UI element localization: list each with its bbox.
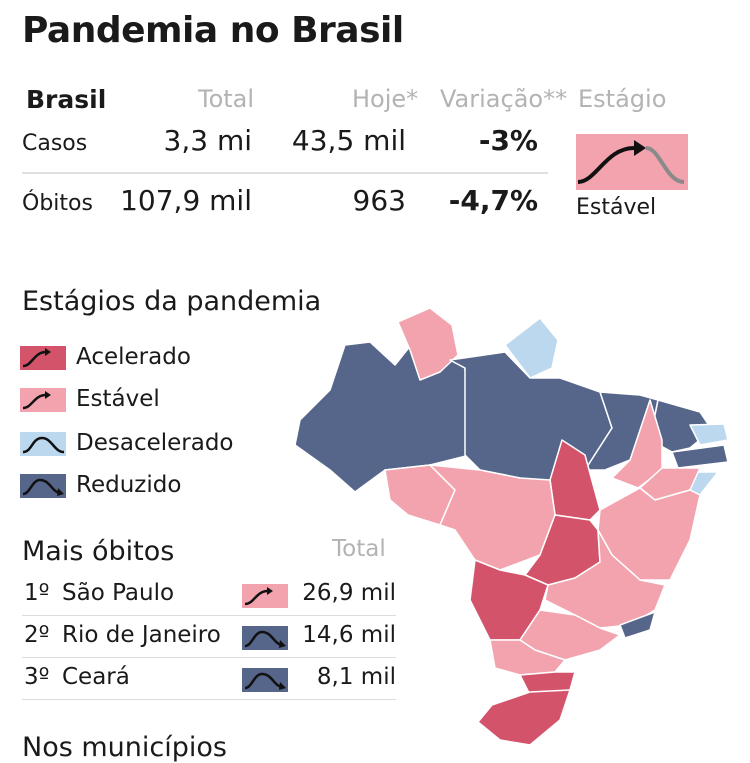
cases-today: 43,5 mil: [291, 124, 406, 157]
ranking-divider: [22, 699, 396, 700]
state-piaui: [611, 399, 663, 489]
summary-divider: [22, 172, 548, 174]
legend-label: Desacelerado: [76, 430, 234, 456]
ranking-state-name: Ceará: [62, 664, 130, 690]
deaths-ranking-total-header: Total: [332, 536, 386, 562]
reduced-icon: [242, 668, 288, 692]
ranking-row: 1º São Paulo 26,9 mil: [22, 574, 396, 616]
deaths-today: 963: [352, 184, 406, 217]
ranking-total: 26,9 mil: [302, 580, 396, 606]
legend-label: Acelerado: [76, 344, 191, 370]
ranking-state-name: Rio de Janeiro: [62, 622, 221, 648]
ranking-position: 3º: [24, 664, 50, 690]
legend-label: Estável: [76, 386, 160, 412]
row-deaths-label: Óbitos: [22, 191, 93, 216]
reduced-icon: [20, 474, 66, 498]
column-stage: Estágio: [578, 85, 667, 113]
column-variation: Variação**: [440, 85, 568, 113]
state-rio-grande-do-sul: [477, 689, 571, 746]
state-rn: [689, 423, 729, 446]
ranking-divider: [22, 615, 396, 616]
deaths-ranking-title: Mais óbitos: [22, 536, 175, 567]
accelerating-icon: [20, 346, 66, 370]
municipalities-title: Nos municípios: [22, 732, 227, 763]
column-total: Total: [198, 85, 255, 113]
stages-title: Estágios da pandemia: [22, 286, 322, 317]
state-paraiba: [671, 444, 729, 469]
cases-total: 3,3 mi: [163, 124, 252, 157]
ranking-total: 8,1 mil: [316, 664, 396, 690]
stable-icon: [242, 584, 288, 608]
cases-variation: -3%: [478, 124, 538, 157]
ranking-position: 2º: [24, 622, 50, 648]
column-today: Hoje*: [352, 85, 419, 113]
ranking-row: 2º Rio de Janeiro 14,6 mil: [22, 616, 396, 658]
ranking-total: 14,6 mil: [302, 622, 396, 648]
ranking-position: 1º: [24, 580, 50, 606]
state-amapa: [504, 317, 559, 379]
stage-label: Estável: [576, 195, 657, 220]
decelerating-icon: [20, 432, 66, 456]
region-label: Brasil: [26, 85, 107, 114]
stage-indicator-icon: [576, 134, 688, 190]
stable-icon: [20, 388, 66, 412]
legend-label: Reduzido: [76, 472, 182, 498]
row-cases-label: Casos: [22, 131, 88, 156]
state-roraima: [397, 307, 459, 381]
ranking-state-name: São Paulo: [62, 580, 175, 606]
brazil-map: [294, 307, 729, 746]
state-parana: [489, 639, 566, 676]
ranking-divider: [22, 657, 396, 658]
deaths-total: 107,9 mil: [120, 184, 252, 217]
reduced-icon: [242, 626, 288, 650]
page-title: Pandemia no Brasil: [22, 10, 404, 51]
state-mato-grosso: [429, 464, 556, 571]
deaths-variation: -4,7%: [448, 184, 538, 217]
state-santa-catarina: [519, 671, 576, 696]
ranking-row: 3º Ceará 8,1 mil: [22, 658, 396, 700]
state-rio-de-janeiro: [619, 611, 656, 639]
